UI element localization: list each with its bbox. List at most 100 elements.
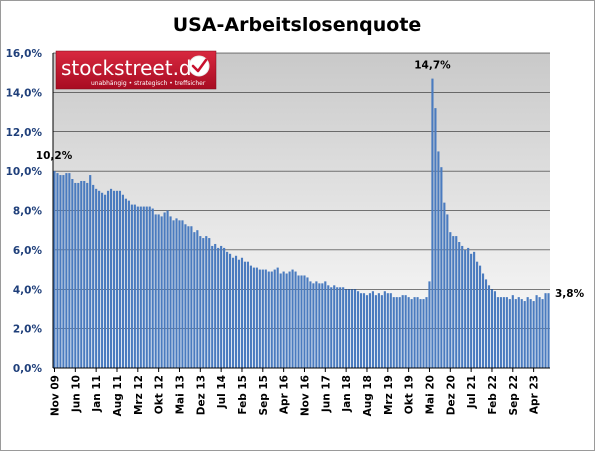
bar xyxy=(217,247,220,368)
bar xyxy=(104,194,107,368)
bar xyxy=(83,180,86,368)
bar xyxy=(452,236,455,368)
bar xyxy=(336,287,339,368)
bar xyxy=(374,295,377,368)
bar xyxy=(467,247,470,368)
bar xyxy=(208,238,211,368)
bar xyxy=(229,253,232,368)
bar xyxy=(428,281,431,368)
x-tick-label: Nov 09 xyxy=(49,375,61,416)
bar xyxy=(478,265,482,368)
bar xyxy=(243,261,247,368)
bar xyxy=(249,265,252,368)
bar xyxy=(377,293,380,368)
bar xyxy=(95,188,98,368)
bar xyxy=(333,285,336,368)
x-tick-label: Dez 20 xyxy=(445,375,457,415)
bar xyxy=(187,226,190,368)
y-tick-label: 12,0% xyxy=(6,127,43,139)
bar xyxy=(532,301,535,368)
bar xyxy=(169,216,172,368)
bar xyxy=(118,190,122,368)
bar xyxy=(288,271,291,368)
bar xyxy=(371,291,374,368)
y-tick-label: 14,0% xyxy=(6,87,43,99)
bar xyxy=(398,297,401,368)
x-tick-label: Jul 14 xyxy=(216,375,228,409)
y-tick-label: 6,0% xyxy=(13,245,43,257)
bar xyxy=(538,297,541,368)
bar xyxy=(345,289,348,368)
bar xyxy=(261,269,264,368)
x-tick-label: Dez 13 xyxy=(195,375,207,415)
bar xyxy=(508,299,511,368)
bar xyxy=(470,253,473,368)
annotations: 10,2% 14,7% 3,8% xyxy=(36,60,585,301)
bar xyxy=(529,299,532,368)
bar xyxy=(505,297,508,368)
bar xyxy=(300,275,303,368)
bar xyxy=(440,167,443,368)
bar xyxy=(461,245,464,368)
checkmark-icon xyxy=(191,58,208,73)
stockstreet-logo: stockstreet.de unabhängig • strategisch … xyxy=(55,50,217,90)
bar xyxy=(56,173,59,368)
bar xyxy=(514,299,517,368)
bar xyxy=(190,226,193,368)
x-tick-label: Okt 12 xyxy=(154,375,166,414)
bar xyxy=(523,301,526,368)
bar xyxy=(53,171,56,368)
bar xyxy=(285,273,288,368)
bar xyxy=(127,200,130,368)
y-tick-label: 10,0% xyxy=(6,166,43,178)
bar xyxy=(211,245,214,368)
bar xyxy=(365,295,369,368)
logo-tagline: unabhängig • strategisch • treffsicher xyxy=(91,80,206,87)
x-tick-label: Nov 16 xyxy=(299,375,311,416)
bar xyxy=(139,206,142,368)
x-tick-label: Aug 11 xyxy=(112,375,124,416)
bar xyxy=(252,267,255,368)
bar xyxy=(86,182,89,368)
bar xyxy=(303,275,306,368)
bar xyxy=(535,295,538,368)
bar xyxy=(416,297,419,368)
bar xyxy=(92,184,95,368)
bar xyxy=(246,261,250,368)
y-tick-label: 16,0% xyxy=(6,48,43,60)
bar xyxy=(443,202,446,368)
bar xyxy=(476,261,479,368)
bar xyxy=(220,245,223,368)
bar xyxy=(511,295,514,368)
bar xyxy=(124,198,127,368)
bar xyxy=(404,295,407,368)
x-tick-label: Mai 20 xyxy=(424,375,436,414)
x-tick-label: Aug 18 xyxy=(362,375,374,416)
x-tick-label: Feb 15 xyxy=(237,375,249,415)
bar xyxy=(458,242,461,368)
bar xyxy=(181,220,184,368)
bar xyxy=(282,271,285,368)
bar xyxy=(89,175,92,368)
y-axis-ticks: 0,0% 2,0% 4,0% 6,0% 8,0% 10,0% 12,0% 14,0% 16,0% xyxy=(6,48,43,375)
bar xyxy=(312,283,315,368)
bar xyxy=(270,271,273,368)
bar xyxy=(74,182,77,368)
bars xyxy=(53,78,550,368)
bar xyxy=(199,236,202,368)
bar xyxy=(389,293,392,368)
bar xyxy=(330,287,333,368)
bar xyxy=(496,297,499,368)
bar xyxy=(71,179,74,368)
bar xyxy=(502,297,505,368)
bar xyxy=(419,299,422,368)
bar xyxy=(431,78,434,368)
bar xyxy=(348,289,351,368)
bar xyxy=(273,269,276,368)
y-tick-label: 4,0% xyxy=(13,284,43,296)
bar xyxy=(362,293,366,368)
data-label: 14,7% xyxy=(414,60,451,72)
bar xyxy=(151,208,154,368)
bar xyxy=(196,230,199,368)
